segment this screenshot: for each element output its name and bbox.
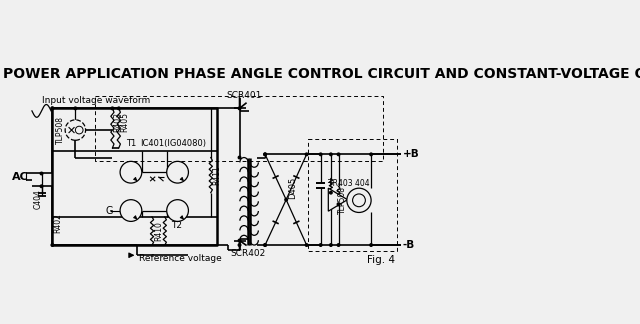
Circle shape [330,153,332,156]
Circle shape [238,107,241,110]
Circle shape [319,153,322,156]
Circle shape [111,107,114,110]
Circle shape [319,244,322,246]
Text: T2: T2 [171,221,182,230]
Text: R402: R402 [54,214,63,233]
Text: IC401(IG04080): IC401(IG04080) [141,139,207,148]
Text: Reference voltage: Reference voltage [140,254,222,263]
Polygon shape [328,188,348,211]
Text: R403: R403 [114,112,123,133]
Circle shape [74,107,77,110]
Text: D405: D405 [288,177,297,199]
Text: C404: C404 [33,189,42,209]
Circle shape [118,107,120,110]
Circle shape [51,107,54,110]
Circle shape [238,156,241,159]
Text: R411: R411 [212,165,221,185]
Circle shape [337,244,340,246]
Circle shape [120,200,142,221]
Text: +B: +B [403,149,419,159]
Circle shape [370,244,372,246]
Circle shape [166,161,188,183]
Text: TLP508: TLP508 [56,116,65,144]
Circle shape [330,244,332,246]
Circle shape [166,200,188,221]
Circle shape [40,185,43,188]
Circle shape [40,172,43,175]
Circle shape [337,153,340,156]
Circle shape [264,153,266,156]
Circle shape [285,198,287,201]
Text: SCR401: SCR401 [227,91,262,100]
Circle shape [330,191,332,194]
Circle shape [264,244,266,246]
Text: R405: R405 [120,112,129,133]
Text: POWER APPLICATION PHASE ANGLE CONTROL CIRCUIT AND CONSTANT-VOLTAGE OPERATION: POWER APPLICATION PHASE ANGLE CONTROL CI… [3,67,640,81]
Text: AC: AC [12,172,28,182]
Text: Fig. 4: Fig. 4 [367,255,396,265]
Text: TLP508: TLP508 [338,186,347,214]
Circle shape [337,203,340,205]
Text: T1: T1 [127,139,137,148]
Circle shape [65,120,86,140]
Text: -B: -B [403,240,415,250]
Circle shape [264,153,266,156]
Text: R410: R410 [154,221,163,241]
Circle shape [51,107,54,110]
Circle shape [305,153,308,156]
Text: +: + [326,178,334,188]
Circle shape [51,244,54,246]
Text: Input voltage waveform: Input voltage waveform [42,96,150,105]
Circle shape [264,244,266,246]
Text: G: G [106,205,113,215]
Circle shape [120,161,142,183]
Circle shape [305,244,308,246]
Circle shape [238,239,241,242]
Circle shape [347,188,371,213]
Text: SCR402: SCR402 [230,249,265,258]
Circle shape [238,244,241,246]
Text: TR403 404: TR403 404 [328,179,370,188]
Circle shape [370,153,372,156]
